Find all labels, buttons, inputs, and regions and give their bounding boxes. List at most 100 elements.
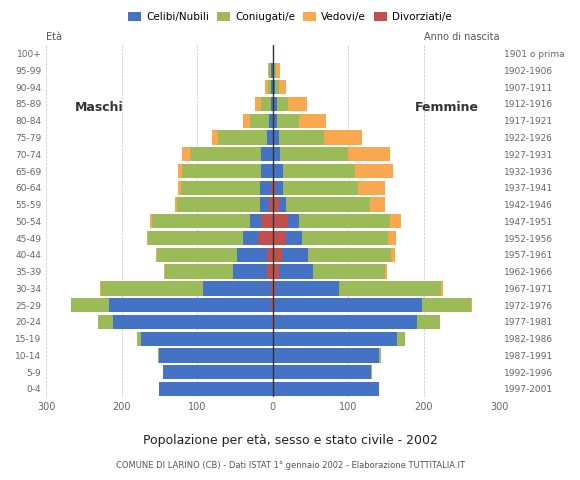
Bar [299,114,326,128]
Bar [275,180,282,195]
Bar [273,365,371,379]
Bar [279,197,287,212]
Bar [271,298,273,312]
Bar [267,248,273,262]
Bar [324,131,362,144]
Bar [218,131,267,144]
Bar [202,281,270,296]
Bar [237,248,267,262]
Bar [273,214,288,228]
Bar [273,180,275,195]
Bar [152,214,250,228]
Bar [385,264,387,279]
Bar [390,214,401,228]
Bar [272,315,273,329]
Bar [274,164,284,178]
Bar [271,80,273,95]
Bar [250,114,269,128]
Bar [137,332,140,346]
Bar [182,147,190,161]
Bar [100,281,202,296]
Bar [273,97,277,111]
Bar [273,147,280,161]
Bar [157,248,237,262]
Bar [250,214,262,228]
Bar [273,63,274,78]
Bar [267,80,271,95]
Bar [270,97,273,111]
Bar [273,131,279,144]
Bar [267,264,273,279]
Bar [269,63,271,78]
Bar [279,264,313,279]
Bar [392,248,395,262]
Bar [339,281,441,296]
Bar [422,298,471,312]
Bar [212,131,218,144]
Bar [260,197,269,212]
Bar [397,332,405,346]
Bar [369,197,385,212]
Bar [355,164,393,178]
Bar [179,180,180,195]
Text: Età: Età [46,32,62,42]
Bar [273,231,287,245]
Bar [273,114,277,128]
Bar [269,197,273,212]
Bar [273,47,274,61]
Text: Maschi: Maschi [75,101,124,114]
Bar [273,315,274,329]
Bar [284,164,355,178]
Bar [160,382,273,396]
Bar [349,147,390,161]
Bar [163,365,273,379]
Bar [177,197,260,212]
Bar [273,248,282,262]
Bar [267,131,273,144]
Text: Femmine: Femmine [415,101,478,114]
Bar [313,264,385,279]
Bar [275,281,339,296]
Bar [271,63,273,78]
Bar [277,114,299,128]
Bar [277,97,288,111]
Bar [150,214,152,228]
Bar [280,147,349,161]
Bar [71,298,109,312]
Bar [282,248,309,262]
Bar [273,197,279,212]
Bar [273,332,397,346]
Bar [113,315,272,329]
Bar [358,180,385,195]
Bar [279,131,324,144]
Bar [288,97,307,111]
Bar [471,298,472,312]
Bar [258,231,273,245]
Bar [147,231,148,245]
Bar [262,214,273,228]
Bar [271,180,273,195]
Bar [267,63,269,78]
Bar [273,382,379,396]
Bar [273,164,274,178]
Bar [175,197,177,212]
Bar [270,281,273,296]
Bar [309,248,392,262]
Text: Anno di nascita: Anno di nascita [424,32,499,42]
Bar [274,315,417,329]
Bar [273,80,275,95]
Bar [276,63,280,78]
Bar [165,264,233,279]
Bar [379,348,381,362]
Bar [273,281,275,296]
Bar [255,97,262,111]
Bar [279,80,287,95]
Bar [180,180,260,195]
Bar [273,264,279,279]
Text: Popolazione per età, sesso e stato civile - 2002: Popolazione per età, sesso e stato civil… [143,434,437,447]
Bar [302,231,389,245]
Bar [98,315,113,329]
Bar [389,231,396,245]
Bar [190,147,262,161]
Bar [265,80,267,95]
